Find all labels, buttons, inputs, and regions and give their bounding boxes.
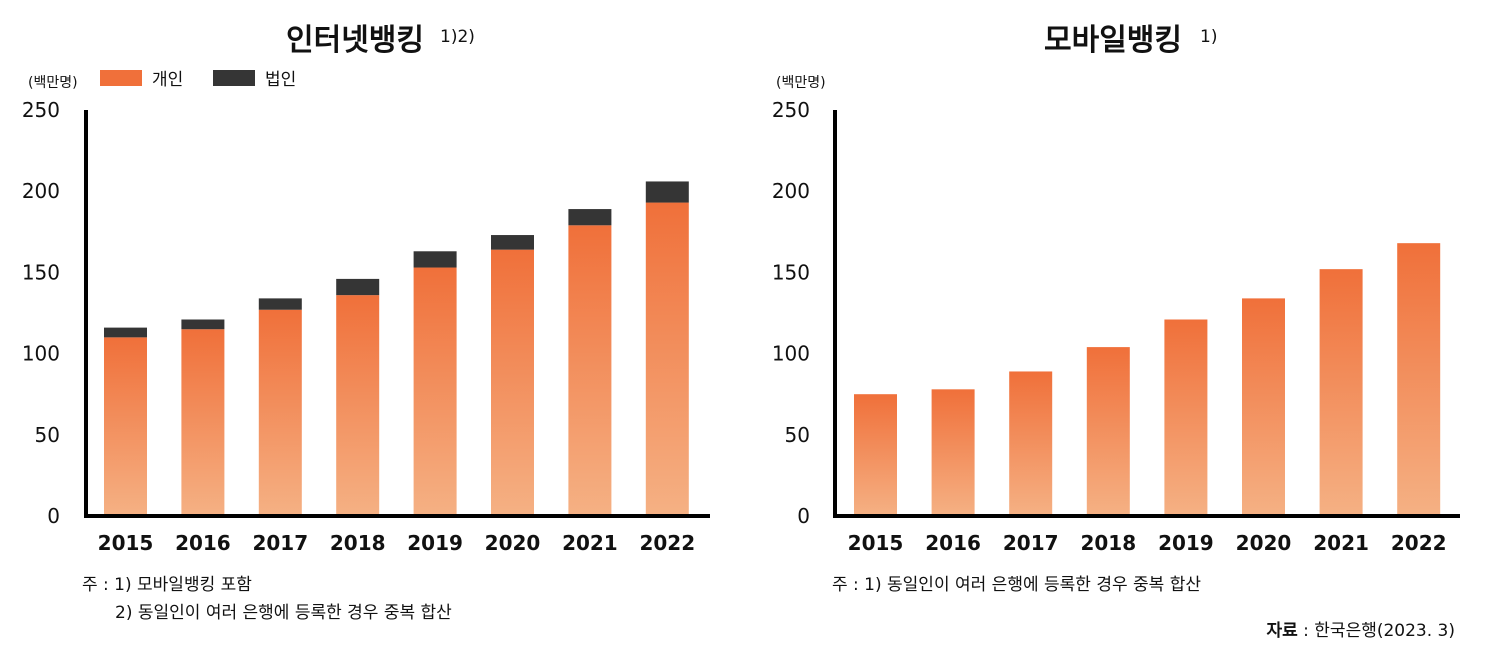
y-tick-label: 200 [772,179,810,203]
x-tick-label: 2021 [1313,531,1369,555]
chart-title-footnote: 1) [1200,27,1217,47]
note-line-2: 2) 동일인이 여러 은행에 등록한 경우 중복 합산 [115,603,452,623]
bar-corporate [645,181,689,203]
bar-personal [645,202,689,516]
internet-banking-chart: 인터넷뱅킹 1)2) (백만명) 개인 법인 0 50 100 150 200 250 2… [22,23,710,623]
bar-personal [854,394,897,516]
note-line-1: 주 : 1) 모바일뱅킹 포함 [82,575,252,595]
y-tick-label: 250 [772,98,810,122]
x-tick-label: 2020 [485,531,541,555]
x-tick-label: 2022 [639,531,695,555]
bar-personal [1009,371,1053,516]
y-axis-ticks: 0 50 100 150 200 250 [22,98,60,528]
x-tick-label: 2018 [330,531,386,555]
x-tick-label: 2017 [252,531,308,555]
bar-personal [1086,347,1130,516]
y-tick-label: 150 [772,260,810,284]
unit-label: (백만명) [28,75,78,91]
y-tick-label: 0 [797,504,810,528]
x-tick-label: 2019 [407,531,463,555]
chart-title: 인터넷뱅킹 [286,23,424,58]
x-tick-label: 2017 [1003,531,1059,555]
x-tick-label: 2019 [1158,531,1214,555]
x-axis-ticks: 2015 2016 2017 2018 2019 2020 2021 2022 [848,531,1447,555]
legend-swatch-corporate [213,70,255,86]
bar-personal [1164,319,1208,516]
y-tick-label: 250 [22,98,60,122]
y-tick-label: 0 [47,504,60,528]
x-tick-label: 2016 [175,531,231,555]
unit-label: (백만명) [776,75,826,91]
y-tick-label: 50 [35,423,60,447]
bar-personal [413,267,457,516]
bar-personal [181,329,225,516]
y-axis-ticks: 0 50 100 150 200 250 [772,98,810,528]
bar-personal [568,225,612,516]
x-tick-label: 2015 [98,531,154,555]
bar-personal [104,337,147,516]
bar-personal [336,295,380,516]
bars [104,181,689,516]
note-line-1: 주 : 1) 동일인이 여러 은행에 등록한 경우 중복 합산 [832,575,1201,595]
legend-swatch-personal [100,70,142,86]
y-tick-label: 200 [22,179,60,203]
bar-corporate [104,327,147,338]
x-axis-ticks: 2015 2016 2017 2018 2019 2020 2021 2022 [98,531,695,555]
chart-title: 모바일뱅킹 [1044,23,1182,58]
y-tick-label: 100 [22,342,60,366]
x-tick-label: 2022 [1391,531,1447,555]
x-tick-label: 2016 [925,531,981,555]
bar-corporate [336,278,380,296]
y-tick-label: 50 [785,423,810,447]
y-tick-label: 100 [772,342,810,366]
bar-personal [1397,243,1441,516]
source-text: : 한국은행(2023. 3) [1298,621,1455,641]
bars [854,243,1441,516]
bar-personal [1319,269,1363,516]
chart-title-footnote: 1)2) [440,27,475,47]
source-line: 자료 : 한국은행(2023. 3) [1266,621,1455,641]
bar-corporate [491,235,534,250]
source-label: 자료 [1266,621,1298,641]
x-tick-label: 2020 [1236,531,1292,555]
x-tick-label: 2015 [848,531,904,555]
bar-personal [258,309,302,516]
bar-corporate [568,209,612,226]
bar-personal [491,249,534,516]
bar-corporate [181,319,225,330]
bar-personal [1242,298,1285,516]
bar-corporate [258,298,302,310]
bar-corporate [413,251,457,268]
y-tick-label: 150 [22,260,60,284]
legend-label-corporate: 법인 [265,70,296,90]
legend-label-personal: 개인 [152,70,183,90]
x-tick-label: 2018 [1080,531,1136,555]
x-tick-label: 2021 [562,531,618,555]
bar-personal [931,389,975,516]
